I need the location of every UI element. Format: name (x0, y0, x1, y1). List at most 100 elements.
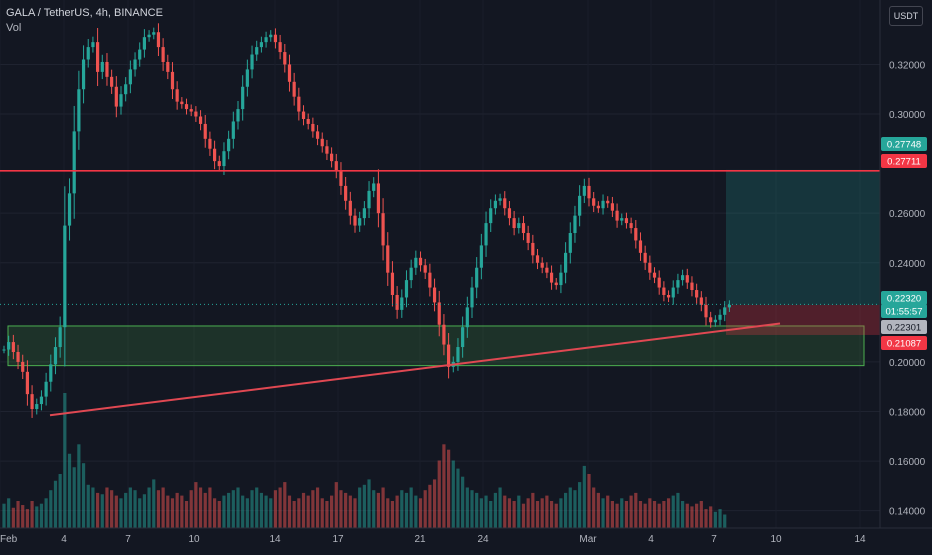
volume-bar (652, 501, 657, 528)
candle (493, 194, 497, 215)
volume-bar (16, 501, 20, 528)
volume-bar (339, 490, 343, 528)
candle (287, 54, 292, 92)
candle-body (156, 32, 161, 48)
volume-bar (606, 495, 610, 528)
volume-bar (227, 492, 231, 528)
volume-bar (578, 482, 582, 528)
candle (311, 117, 315, 138)
candle (606, 196, 610, 208)
candle (250, 45, 254, 79)
candle-body (447, 344, 451, 367)
candle-body (652, 272, 657, 278)
drawings[interactable] (0, 169, 880, 417)
stop-loss-area (726, 304, 880, 335)
volume-bar (479, 498, 483, 528)
candle-body (432, 287, 437, 303)
volume-bar (110, 490, 114, 528)
candle (681, 269, 685, 286)
candle-body (53, 347, 58, 365)
candle-body (25, 371, 29, 395)
candle-body (409, 267, 413, 281)
candle (110, 69, 114, 94)
candle (96, 28, 100, 87)
volume-bar (273, 490, 278, 528)
candle (166, 54, 170, 80)
candle-body (456, 347, 460, 362)
volume-bar (21, 505, 25, 528)
price-tag: 0.21087 (881, 336, 927, 350)
candle (306, 113, 310, 130)
price-tick-label: 0.30000 (889, 110, 926, 121)
candle (395, 286, 399, 319)
candle-body (549, 272, 554, 283)
volume-bars (2, 393, 727, 528)
candle-body (568, 233, 572, 253)
candle-body (367, 190, 371, 209)
candle (601, 194, 605, 215)
candle (620, 213, 624, 226)
candle (568, 222, 572, 264)
candle (564, 242, 568, 284)
volume-bar (198, 487, 203, 528)
volume-bar (81, 463, 86, 528)
candle-body (77, 89, 81, 132)
candle-body (147, 34, 151, 38)
candle-body (194, 111, 198, 117)
candle (114, 76, 118, 118)
time-tick-label: 14 (269, 534, 281, 545)
long-position-tool[interactable] (726, 169, 880, 335)
candle-body (30, 394, 34, 410)
price-tag-bg (881, 320, 927, 334)
candle (376, 169, 380, 228)
price-axis[interactable]: 0.32000 0.30000 0.26000 0.24000 0.20000 0.180… (879, 0, 932, 550)
volume-bar (2, 503, 6, 528)
symbol-title[interactable]: GALA / TetherUS, 4h, BINANCE (6, 7, 163, 19)
candle (81, 45, 86, 104)
candle-body (470, 287, 474, 308)
candle (517, 217, 521, 234)
candle-body (461, 327, 465, 348)
candle (447, 333, 451, 379)
candle-body (723, 307, 727, 315)
price-tag-bg (881, 291, 927, 305)
volume-bar (447, 449, 451, 528)
candle-body (105, 61, 109, 77)
volume-bar (451, 460, 455, 528)
volume-bar (63, 393, 67, 528)
volume-indicator-label[interactable]: Vol (6, 22, 22, 34)
candle (339, 162, 343, 195)
candle-body (166, 61, 170, 72)
candle (105, 53, 109, 86)
volume-bar (535, 501, 540, 528)
candle (269, 30, 273, 42)
volume-bar (348, 495, 352, 528)
volume-bar (521, 503, 526, 528)
candle-body (521, 223, 526, 234)
candle (587, 177, 591, 207)
candle-body (479, 245, 483, 268)
volume-bar (269, 498, 273, 528)
time-axis[interactable]: Feb 4 7 10 14 17 21 24 Mar 4 7 10 14 (0, 527, 932, 550)
candle-body (503, 198, 507, 209)
candle-body (283, 52, 287, 65)
candle (142, 29, 146, 58)
candle-body (170, 71, 175, 90)
volume-bar (128, 487, 132, 528)
volume-bar (587, 474, 591, 528)
currency-button[interactable]: USDT (889, 6, 923, 26)
volume-bar (531, 492, 535, 528)
candle (615, 203, 619, 228)
volume-bar (114, 495, 118, 528)
volume-bar (245, 498, 249, 528)
volume-bar (161, 487, 165, 528)
candle (147, 30, 151, 42)
candle (479, 233, 483, 280)
candle-body (320, 138, 324, 147)
candle-body (475, 267, 479, 288)
price-tick-label: 0.20000 (889, 358, 926, 369)
candle-body (325, 146, 329, 154)
volume-bar (166, 495, 170, 528)
